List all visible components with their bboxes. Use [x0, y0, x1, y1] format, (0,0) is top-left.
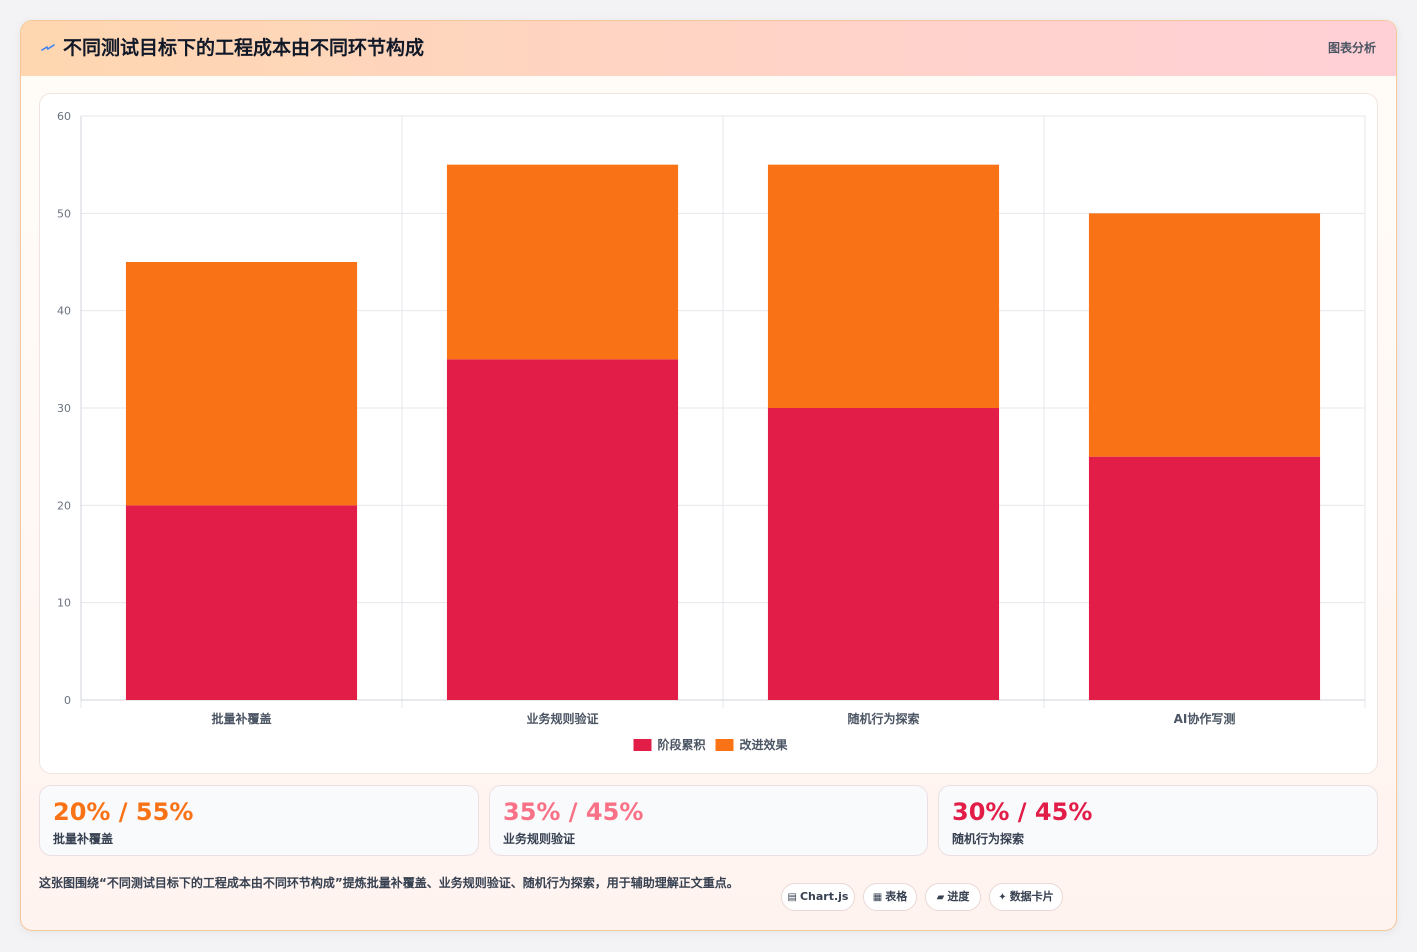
- bar-2-1: [125, 262, 358, 506]
- tag-progress[interactable]: ▰ 进度: [925, 883, 981, 911]
- stat-label: 随机行为探索: [952, 832, 1025, 846]
- tag-label: 表格: [885, 890, 908, 903]
- stat-value: 20% / 55%: [53, 798, 194, 826]
- tag-chartjs[interactable]: ▤ Chart.js: [781, 883, 855, 911]
- stat-card-2: 35% / 45% 业务规则验证: [489, 785, 928, 856]
- lightning-icon: [41, 44, 55, 51]
- header-tag: 图表分析: [1327, 41, 1376, 55]
- bar-2-2: [446, 164, 679, 360]
- x-tick-label: AI协作写测: [1174, 711, 1236, 726]
- bar-1-3: [767, 408, 1000, 700]
- y-tick-label: 20: [57, 499, 71, 512]
- stat-value: 35% / 45%: [503, 798, 644, 826]
- bar-2-4: [1088, 213, 1321, 457]
- table-icon: ▦: [872, 892, 883, 903]
- chart-card: 不同测试目标下的工程成本由不同环节构成 图表分析 0 10 20 30 40 50 60 批量…: [20, 20, 1397, 931]
- sparkle-icon: ✦: [998, 892, 1007, 903]
- y-tick-label: 60: [57, 110, 71, 123]
- y-tick-label: 10: [57, 597, 71, 610]
- legend-swatch: [715, 739, 734, 751]
- tag-label: 数据卡片: [1009, 890, 1054, 903]
- legend-label: 改进效果: [740, 737, 788, 752]
- progress-icon: ▰: [936, 892, 945, 903]
- x-tick-label: 随机行为探索: [847, 711, 919, 726]
- bar-1-4: [1088, 456, 1321, 700]
- y-tick-label: 40: [57, 305, 71, 318]
- stat-value: 30% / 45%: [952, 798, 1093, 826]
- y-tick-label: 0: [64, 694, 71, 707]
- x-tick-label: 批量补覆盖: [211, 711, 271, 726]
- tag-table[interactable]: ▦ 表格: [863, 883, 917, 911]
- y-tick-label: 50: [57, 207, 71, 220]
- stat-card-3: 30% / 45% 随机行为探索: [938, 785, 1378, 856]
- chart-icon: ▤: [787, 892, 797, 903]
- stat-label: 业务规则验证: [503, 832, 576, 846]
- legend-swatch: [633, 739, 652, 751]
- bar-1-2: [446, 359, 679, 700]
- bar-1-1: [125, 505, 358, 700]
- bar-2-3: [767, 164, 1000, 408]
- tag-label: Chart.js: [799, 890, 849, 903]
- card-header: 不同测试目标下的工程成本由不同环节构成 图表分析: [21, 21, 1396, 76]
- stat-card-1: 20% / 55% 批量补覆盖: [39, 785, 479, 856]
- legend-label: 阶段累积: [658, 737, 706, 752]
- y-tick-label: 30: [57, 402, 71, 415]
- chart-panel: 0 10 20 30 40 50 60 批量补覆盖 业务规则验证 随机行为探索 AI协作写测阶段累积…: [39, 93, 1378, 774]
- page-title: 不同测试目标下的工程成本由不同环节构成: [63, 37, 425, 59]
- tag-label: 进度: [947, 890, 970, 903]
- stacked-bar-chart: 0 10 20 30 40 50 60 批量补覆盖 业务规则验证 随机行为探索 AI协作写测阶段累积…: [57, 110, 1366, 752]
- tag-data-card[interactable]: ✦ 数据卡片: [989, 883, 1063, 911]
- stat-label: 批量补覆盖: [53, 832, 114, 846]
- x-tick-label: 业务规则验证: [526, 711, 598, 726]
- chart-description: 这张图围绕“不同测试目标下的工程成本由不同环节构成”提炼批量补覆盖、业务规则验证…: [39, 876, 739, 890]
